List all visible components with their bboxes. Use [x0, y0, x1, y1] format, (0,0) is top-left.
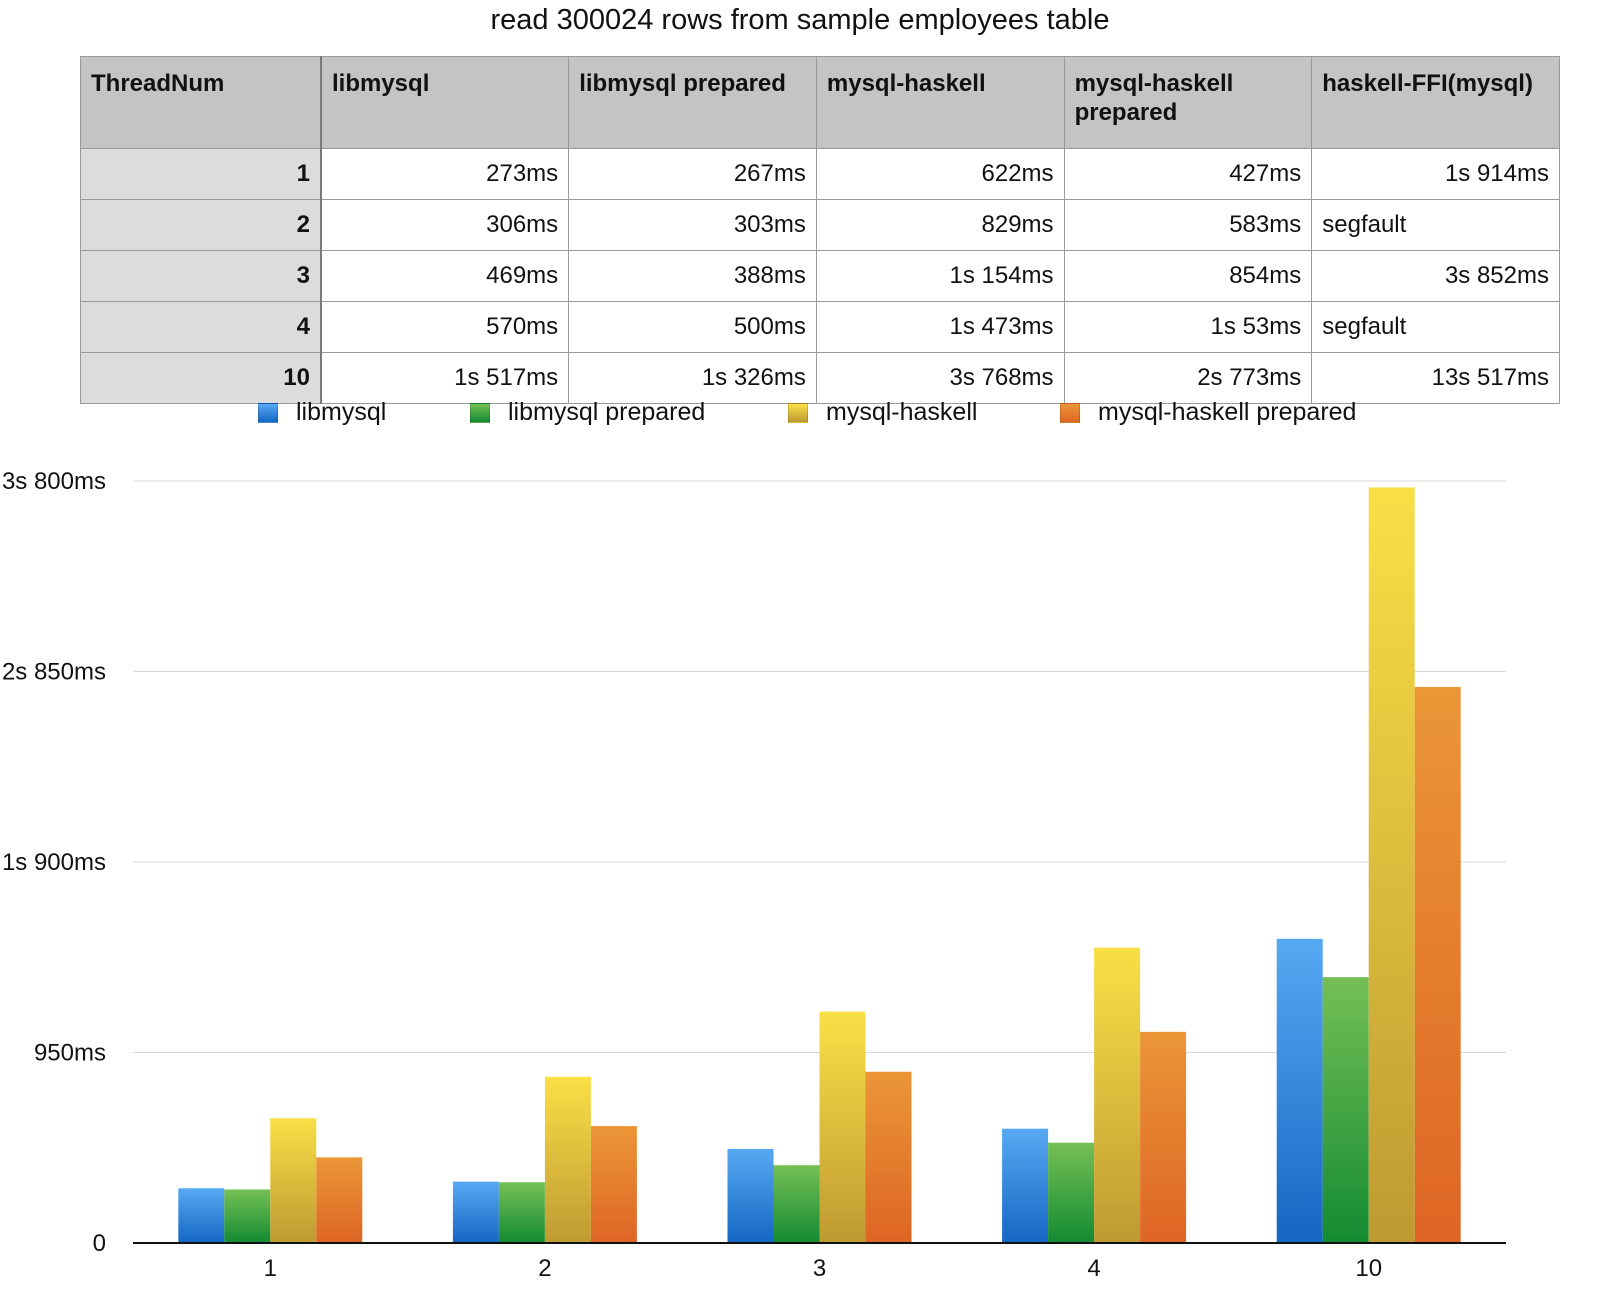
table-row: 4 570ms 500ms 1s 473ms 1s 53ms segfault [80, 301, 1560, 353]
y-tick-label: 2s 850ms [2, 659, 106, 686]
bar [1276, 938, 1323, 1243]
bar [727, 1148, 774, 1243]
bar [1002, 1128, 1049, 1243]
x-tick-label: 10 [1355, 1255, 1382, 1282]
legend-item: libmysql [258, 398, 386, 427]
row-header-cell: 3 [80, 250, 322, 302]
bar [865, 1071, 912, 1243]
bar [316, 1157, 363, 1243]
legend-item: mysql-haskell prepared [1060, 398, 1356, 427]
bar [452, 1181, 499, 1243]
table-cell: 427ms [1063, 148, 1313, 200]
legend-label: libmysql prepared [508, 398, 706, 426]
bar [773, 1165, 820, 1243]
legend-swatch [788, 402, 808, 423]
table-cell: 306ms [320, 199, 570, 251]
column-header: mysql-haskell [815, 56, 1065, 149]
bar [224, 1189, 271, 1243]
table-row: 10 1s 517ms 1s 326ms 3s 768ms 2s 773ms 13s 51… [80, 352, 1560, 404]
table-cell: 3s 768ms [815, 352, 1065, 404]
table-cell: 267ms [568, 148, 817, 200]
legend-swatch [470, 402, 490, 423]
chart-legend: libmysql libmysql prepared mysql-haskell my… [0, 398, 1600, 428]
table-cell: 303ms [568, 199, 817, 251]
table-cell: 622ms [815, 148, 1065, 200]
x-tick-label: 2 [538, 1255, 551, 1282]
bar [178, 1188, 225, 1243]
table-cell: 469ms [320, 250, 570, 302]
row-header-cell: 1 [80, 148, 322, 200]
row-header-cell: 10 [80, 352, 322, 404]
table-cell: 500ms [568, 301, 817, 353]
legend-label: mysql-haskell prepared [1098, 398, 1357, 426]
bar [819, 1011, 866, 1243]
table-row: 2 306ms 303ms 829ms 583ms segfault [80, 199, 1560, 251]
bar-chart: 0 950ms 1s 900ms 2s 850ms 3s 800ms 1 2 3 4 10 [2, 468, 1506, 1282]
bar [1414, 686, 1461, 1243]
bar [1094, 947, 1141, 1243]
table-cell: 1s 154ms [815, 250, 1065, 302]
results-table: ThreadNum libmysql libmysql prepared mys… [80, 56, 1560, 404]
bar [1140, 1031, 1187, 1243]
table-cell: 1s 473ms [815, 301, 1065, 353]
table-cell: segfault [1311, 301, 1560, 353]
column-header: libmysql [320, 56, 570, 149]
chart-title: read 300024 rows from sample employees t… [490, 4, 1110, 36]
column-header: libmysql prepared [568, 56, 817, 149]
table-cell: 829ms [815, 199, 1065, 251]
legend-item: libmysql prepared [470, 398, 705, 427]
table-cell: 1s 53ms [1063, 301, 1313, 353]
column-header: ThreadNum [80, 56, 322, 149]
table-cell: 854ms [1063, 250, 1313, 302]
x-tick-label: 3 [813, 1255, 826, 1282]
bar [544, 1076, 591, 1243]
table-cell: 583ms [1063, 199, 1313, 251]
bar [270, 1118, 317, 1243]
table-cell: 3s 852ms [1311, 250, 1560, 302]
table-cell: 1s 326ms [568, 352, 817, 404]
table-row: 3 469ms 388ms 1s 154ms 854ms 3s 852ms [80, 250, 1560, 302]
bar [1368, 487, 1415, 1243]
table-cell: 1s 517ms [320, 352, 570, 404]
legend-swatch [1060, 402, 1080, 423]
table-cell: 570ms [320, 301, 570, 353]
legend-label: libmysql [296, 398, 387, 426]
x-tick-label: 4 [1087, 1255, 1100, 1282]
row-header-cell: 4 [80, 301, 322, 353]
x-tick-label: 1 [264, 1255, 277, 1282]
column-header: haskell-FFI(mysql) [1311, 56, 1560, 149]
table-header-row: ThreadNum libmysql libmysql prepared mys… [80, 56, 1560, 149]
legend-label: mysql-haskell [826, 398, 978, 426]
bar [590, 1126, 637, 1243]
bar [1048, 1142, 1095, 1243]
bar [1322, 977, 1369, 1243]
y-tick-label: 1s 900ms [2, 849, 106, 876]
table-cell: 13s 517ms [1311, 352, 1560, 404]
table-cell: 388ms [568, 250, 817, 302]
row-header-cell: 2 [80, 199, 322, 251]
column-header: mysql-haskell prepared [1063, 56, 1313, 149]
table-cell: 1s 914ms [1311, 148, 1560, 200]
y-tick-label: 950ms [34, 1040, 106, 1067]
bar [498, 1182, 545, 1243]
table-cell: 2s 773ms [1063, 352, 1313, 404]
legend-swatch [258, 402, 278, 423]
y-tick-label: 3s 800ms [2, 468, 106, 495]
table-row: 1 273ms 267ms 622ms 427ms 1s 914ms [80, 148, 1560, 200]
table-cell: 273ms [320, 148, 570, 200]
y-tick-label: 0 [93, 1230, 106, 1257]
table-cell: segfault [1311, 199, 1560, 251]
legend-item: mysql-haskell [788, 398, 977, 427]
